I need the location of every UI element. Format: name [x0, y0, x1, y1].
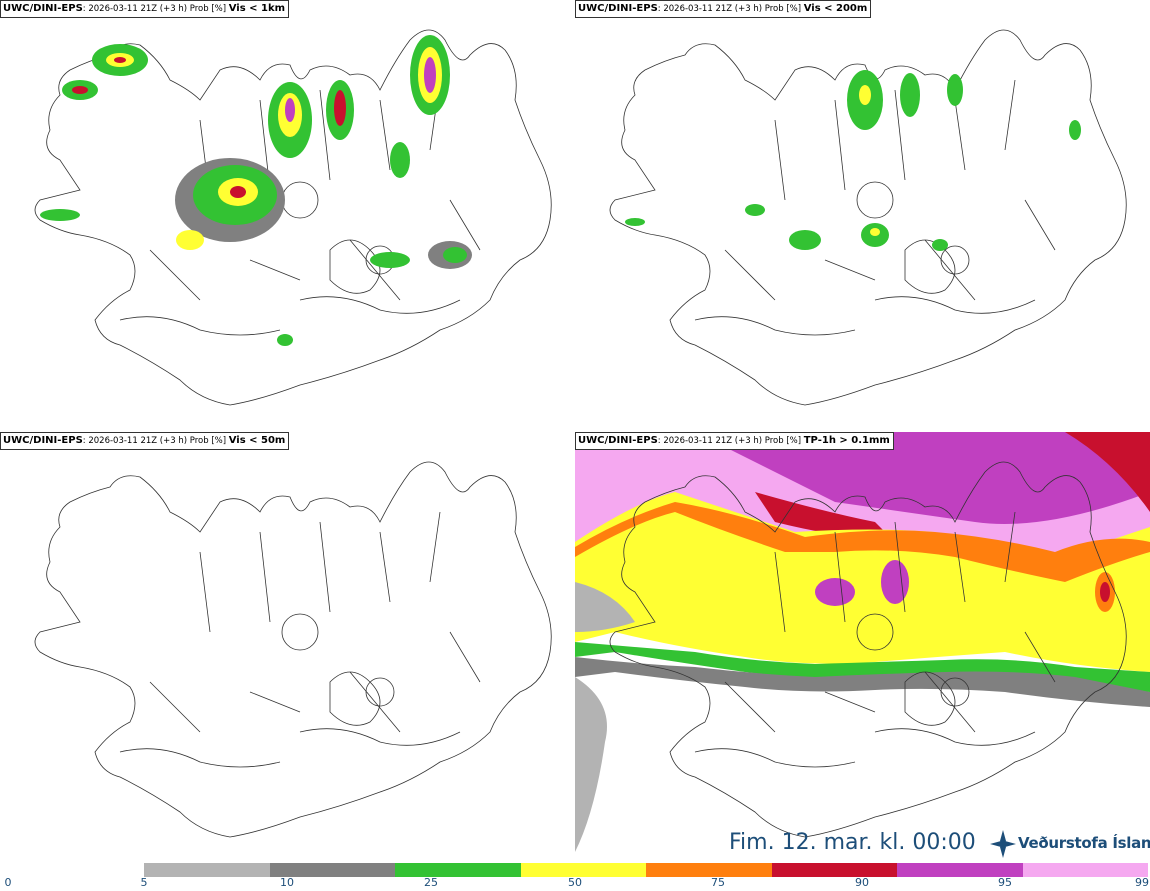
colorbar-segment [646, 863, 772, 877]
panel-title: UWC/DINI-EPS: 2026-03-11 21Z (+3 h) Prob… [0, 432, 290, 450]
probability-fields [575, 432, 1150, 852]
probability-fields [40, 35, 472, 346]
colorbar-tick-label: 75 [711, 876, 725, 889]
colorbar-segment [269, 863, 395, 877]
logo-text: Veðurstofa Íslands [1018, 834, 1150, 852]
panel-precip: UWC/DINI-EPS: 2026-03-11 21Z (+3 h) Prob… [575, 432, 1150, 864]
colorbar-tick-label: 10 [280, 876, 294, 889]
vedurstofa-logo-icon [990, 830, 1016, 858]
panel-vis-1km: UWC/DINI-EPS: 2026-03-11 21Z (+3 h) Prob… [0, 0, 575, 432]
colorbar-segment [520, 863, 646, 877]
iceland-map [575, 432, 1150, 852]
panel-vis-200m: UWC/DINI-EPS: 2026-03-11 21Z (+3 h) Prob… [575, 0, 1150, 432]
colorbar-segment [771, 863, 897, 877]
iceland-map [34, 29, 552, 406]
colorbar-segment [1022, 863, 1148, 877]
colorbar-tick-label: 25 [424, 876, 438, 889]
colorbar-tick-label: 95 [998, 876, 1012, 889]
valid-time-label: Fim. 12. mar. kl. 00:00 [729, 830, 976, 855]
iceland-map [609, 29, 1127, 406]
panel-vis-50m: UWC/DINI-EPS: 2026-03-11 21Z (+3 h) Prob… [0, 432, 575, 864]
panel-title: UWC/DINI-EPS: 2026-03-11 21Z (+3 h) Prob… [575, 432, 894, 450]
probability-fields [625, 70, 1081, 251]
colorbar [144, 863, 1148, 877]
colorbar-tick-label: 5 [140, 876, 148, 889]
colorbar-tick-label: 90 [855, 876, 869, 889]
panel-title: UWC/DINI-EPS: 2026-03-11 21Z (+3 h) Prob… [575, 0, 872, 18]
colorbar-tick-label: 50 [568, 876, 582, 889]
colorbar-segment [395, 863, 521, 877]
iceland-map [34, 461, 552, 838]
panel-title: UWC/DINI-EPS: 2026-03-11 21Z (+3 h) Prob… [0, 0, 290, 18]
colorbar-segment [144, 863, 270, 877]
colorbar-segment [897, 863, 1023, 877]
colorbar-tick-label: 0 [4, 876, 12, 889]
colorbar-tick-label: 99 [1135, 876, 1149, 889]
